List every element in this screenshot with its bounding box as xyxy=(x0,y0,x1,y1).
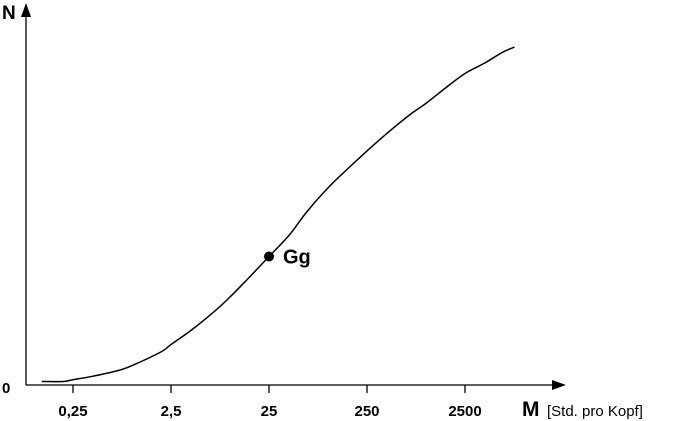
x-ticks: 0,25 2,5 25 250 2500 xyxy=(58,385,482,420)
y-axis-arrow xyxy=(21,3,31,17)
gg-point xyxy=(264,251,274,262)
y-tick-label-0: 0 xyxy=(2,380,10,397)
x-axis-label: M xyxy=(522,398,540,421)
x-tick-label: 2500 xyxy=(448,403,481,420)
axes xyxy=(21,3,566,390)
series-line xyxy=(41,46,515,383)
x-tick-label: 250 xyxy=(354,403,379,420)
x-tick-label: 25 xyxy=(261,403,278,420)
y-axis-label: N xyxy=(2,3,16,24)
x-tick-label: 2,5 xyxy=(161,403,182,420)
gg-label: Gg xyxy=(283,247,311,269)
x-axis-unit: [Std. pro Kopf] xyxy=(547,403,643,420)
x-tick-label: 0,25 xyxy=(58,403,87,420)
x-axis-arrow xyxy=(552,380,566,390)
